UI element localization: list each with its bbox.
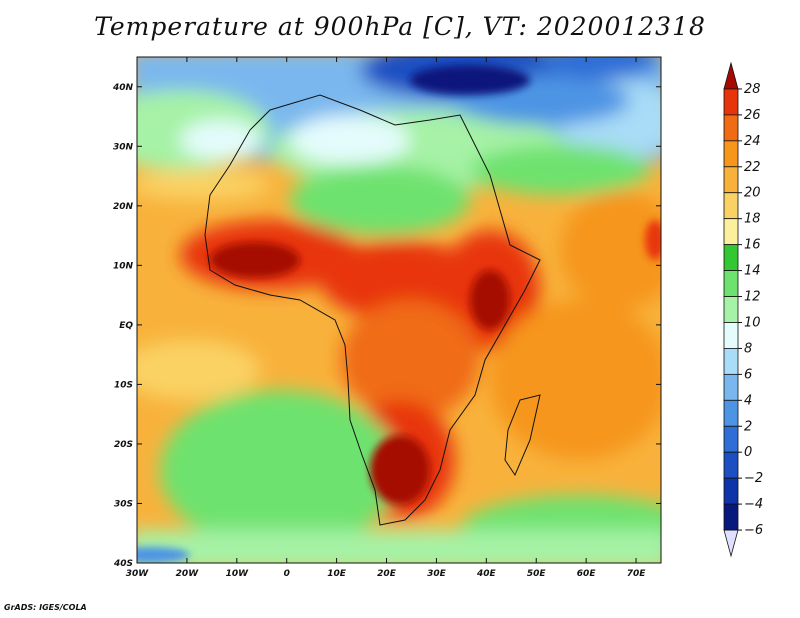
map-axes: 30W 20W 10W 0 10E 20E 30E 40E 50E 60E 70E 40N 30N 20N… bbox=[112, 57, 661, 579]
colorbar-label: 24 bbox=[744, 134, 761, 149]
colorbar-swatch bbox=[723, 503, 739, 531]
grads-credit: GrADS: IGES/COLA bbox=[4, 603, 87, 612]
colorbar-label: 22 bbox=[744, 160, 761, 175]
colorbar-label: 26 bbox=[744, 108, 761, 123]
colorbar-swatch bbox=[723, 399, 739, 427]
lon-tick-label: 40E bbox=[476, 569, 497, 579]
colorbar-swatch bbox=[723, 373, 739, 401]
colorbar-label: 16 bbox=[744, 238, 761, 253]
colorbar-label: 2 bbox=[744, 419, 752, 434]
map-title: Temperature at 900hPa [C], VT: 202001231… bbox=[94, 12, 706, 41]
colorbar-swatch bbox=[723, 88, 739, 116]
lon-tick-label: 30E bbox=[427, 569, 447, 579]
temperature-field bbox=[137, 57, 661, 563]
lat-tick-label: 30N bbox=[113, 142, 134, 152]
colorbar-swatch bbox=[723, 166, 739, 194]
lon-tick-label: 10E bbox=[327, 569, 347, 579]
colorbar-swatch bbox=[723, 348, 739, 375]
lat-tick-label: 40S bbox=[113, 559, 133, 569]
lon-tick-label: 30W bbox=[126, 569, 150, 579]
colorbar-swatch bbox=[723, 322, 739, 349]
colorbar-swatch bbox=[723, 244, 739, 271]
colorbar-swatch bbox=[723, 451, 739, 479]
colorbar-label: 28 bbox=[744, 82, 761, 97]
colorbar-swatch bbox=[723, 296, 739, 323]
lon-tick-label: 0 bbox=[284, 569, 290, 579]
colorbar-label: 14 bbox=[744, 264, 761, 279]
africa-coastline bbox=[204, 94, 541, 526]
colorbar-swatch bbox=[723, 114, 739, 142]
colorbar-label: 6 bbox=[744, 367, 752, 382]
lat-tick-label: 20N bbox=[113, 202, 134, 212]
colorbar-label: 12 bbox=[744, 290, 761, 305]
colorbar-swatch bbox=[723, 61, 739, 90]
colorbar-label: 10 bbox=[744, 315, 761, 330]
lon-tick-label: 20E bbox=[377, 569, 397, 579]
colorbar-swatch bbox=[723, 140, 739, 168]
colorbar-label: −6 bbox=[744, 523, 763, 538]
plot-frame bbox=[136, 56, 662, 564]
colorbar-swatch bbox=[723, 192, 739, 220]
lat-tick-label: 40N bbox=[112, 83, 134, 93]
lon-tick-label: 50E bbox=[527, 569, 547, 579]
lon-tick-label: 70E bbox=[627, 569, 647, 579]
lon-tick-label: 20W bbox=[176, 569, 200, 579]
lat-tick-label: 30S bbox=[114, 499, 133, 509]
lon-tick-label: 10W bbox=[226, 569, 250, 579]
colorbar-swatch bbox=[723, 425, 739, 453]
lon-tick-label: 60E bbox=[577, 569, 597, 579]
lat-tick-label: EQ bbox=[119, 321, 133, 331]
colorbar-label: −4 bbox=[744, 497, 763, 512]
colorbar-swatch bbox=[723, 529, 739, 558]
colorbar-label: 8 bbox=[744, 341, 752, 356]
colorbar-swatch bbox=[723, 218, 739, 246]
lat-tick-label: 10S bbox=[114, 380, 133, 390]
colorbar-swatch bbox=[723, 477, 739, 505]
colorbar-label: 4 bbox=[744, 393, 752, 408]
colorbar-swatch bbox=[723, 270, 739, 297]
colorbar-label: 20 bbox=[744, 186, 761, 201]
lat-tick-label: 10N bbox=[113, 261, 134, 271]
lat-tick-label: 20S bbox=[114, 440, 133, 450]
colorbar-label: −2 bbox=[744, 471, 763, 486]
colorbar-label: 18 bbox=[744, 212, 761, 227]
colorbar-label: 0 bbox=[744, 445, 752, 460]
